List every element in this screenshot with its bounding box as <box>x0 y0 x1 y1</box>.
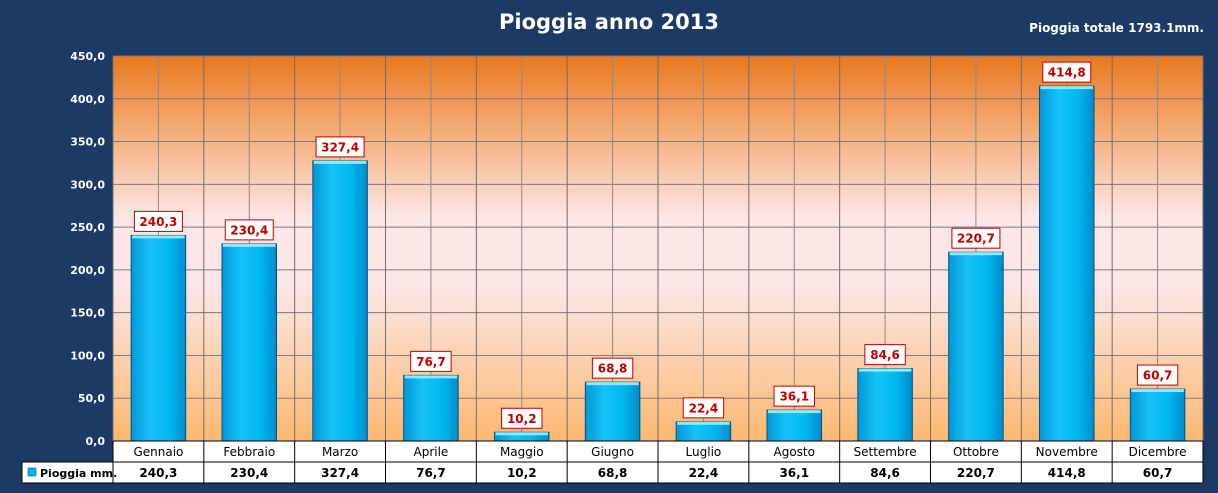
bar <box>312 160 368 442</box>
y-tick-label: 100,0 <box>70 349 105 362</box>
bar-top-highlight <box>586 382 639 386</box>
data-label: 230,4 <box>230 223 268 237</box>
y-tick-label: 250,0 <box>70 221 105 234</box>
table-value: 60,7 <box>1143 466 1173 480</box>
bar <box>1039 85 1095 442</box>
x-category-label: Dicembre <box>1129 445 1187 459</box>
data-label: 220,7 <box>957 232 995 246</box>
bars <box>130 85 1186 442</box>
y-tick-label: 150,0 <box>70 307 105 320</box>
bar-top-highlight <box>949 252 1003 256</box>
data-label: 68,8 <box>598 362 628 376</box>
bar-top-highlight <box>1040 86 1093 90</box>
data-label: 240,3 <box>139 215 177 229</box>
grid-lines <box>112 55 1204 442</box>
y-tick-label: 300,0 <box>70 178 105 191</box>
bar-top-highlight <box>404 375 458 379</box>
bar-top-highlight <box>495 432 548 436</box>
x-category-label: Maggio <box>500 445 544 459</box>
data-label-box <box>591 357 634 379</box>
table-value: 10,2 <box>507 466 537 480</box>
data-table: Gennaio 240,3 Febbraio 230,4 Marzo 327,4 April… <box>21 440 1204 484</box>
x-category-label: Febbraio <box>223 445 275 459</box>
bar <box>403 374 459 442</box>
x-category-label: Ottobre <box>953 445 999 459</box>
x-category-label: Marzo <box>322 445 358 459</box>
bar <box>1129 388 1186 442</box>
legend-label: Pioggia mm. <box>40 467 117 480</box>
y-tick-label: 350,0 <box>70 136 105 149</box>
bar-top-highlight <box>313 160 367 164</box>
bar <box>221 243 277 442</box>
x-category-label: Gennaio <box>133 445 183 459</box>
y-axis: 0,0 50,0 100,0 150,0 200,0 250,0 300,0 350,0 400… <box>70 50 105 448</box>
table-value: 230,4 <box>230 466 268 480</box>
y-tick-label: 450,0 <box>70 50 105 63</box>
table-value: 68,8 <box>598 466 628 480</box>
data-label-box <box>501 407 543 429</box>
data-label-box <box>224 219 274 241</box>
bar-top-highlight <box>1131 389 1184 393</box>
data-label-box <box>410 350 452 372</box>
data-label-box <box>864 344 906 366</box>
x-category-label: Agosto <box>774 445 815 459</box>
table-value: 76,7 <box>416 466 446 480</box>
data-label: 60,7 <box>1143 369 1173 383</box>
data-label-box <box>1136 364 1179 386</box>
bar <box>857 368 913 442</box>
bar <box>584 381 641 442</box>
data-label: 414,8 <box>1048 66 1086 80</box>
bar-top-highlight <box>858 368 912 372</box>
bar-top-highlight <box>677 421 730 425</box>
table-value: 240,3 <box>139 466 177 480</box>
data-labels: 240,3 230,4 327,4 76,7 10,2 68,8 22,4 36,1 84,6 2… <box>133 61 1179 429</box>
data-label-box <box>315 136 365 158</box>
x-category-label: Novembre <box>1036 445 1098 459</box>
x-category-label: Luglio <box>686 445 722 459</box>
data-label: 22,4 <box>689 401 719 415</box>
total-rain-annotation: Pioggia totale 1793.1mm. <box>1029 21 1204 35</box>
y-tick-label: 400,0 <box>70 93 105 106</box>
data-label-box <box>133 210 183 232</box>
table-value-row <box>22 462 1203 483</box>
data-label: 76,7 <box>416 355 446 369</box>
table-value: 327,4 <box>321 466 359 480</box>
y-tick-label: 0,0 <box>86 435 106 448</box>
data-label-box <box>773 385 815 407</box>
data-label-box <box>951 227 1001 249</box>
table-value: 22,4 <box>689 466 719 480</box>
data-label: 327,4 <box>321 140 359 154</box>
data-label: 84,6 <box>870 348 900 362</box>
bar-top-highlight <box>223 243 276 247</box>
x-category-label: Settembre <box>854 445 917 459</box>
x-category-label: Aprile <box>414 445 449 459</box>
bar <box>130 234 187 442</box>
x-category-label: Giugno <box>591 445 634 459</box>
legend-swatch <box>27 467 37 477</box>
bar <box>766 409 822 442</box>
table-value: 84,6 <box>870 466 900 480</box>
data-label-box <box>1042 61 1092 83</box>
table-value: 220,7 <box>957 466 995 480</box>
table-value: 414,8 <box>1048 466 1086 480</box>
table-value: 36,1 <box>779 466 809 480</box>
data-label: 36,1 <box>779 390 809 404</box>
data-label: 10,2 <box>507 412 537 426</box>
bar-top-highlight <box>768 410 821 414</box>
data-label-box <box>682 397 725 419</box>
bar-top-highlight <box>132 235 185 239</box>
bar <box>948 251 1004 442</box>
chart-title: Pioggia anno 2013 <box>498 10 720 34</box>
y-tick-label: 200,0 <box>70 264 105 277</box>
y-tick-label: 50,0 <box>78 392 105 405</box>
